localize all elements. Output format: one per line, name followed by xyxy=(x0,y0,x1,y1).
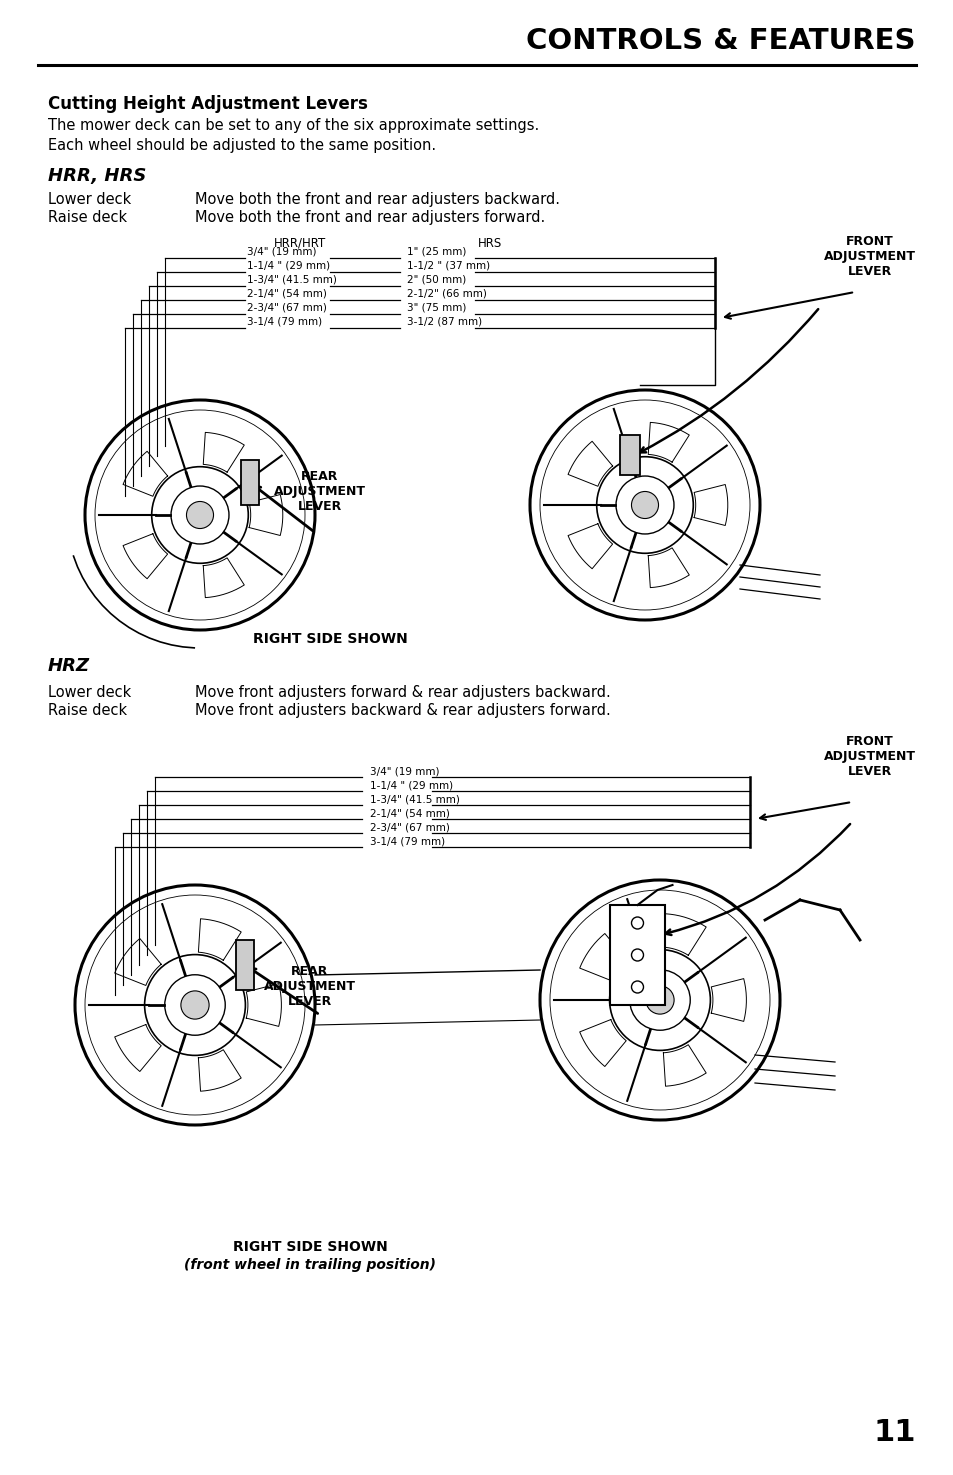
Text: 3/4" (19 mm): 3/4" (19 mm) xyxy=(247,246,316,257)
Text: The mower deck can be set to any of the six approximate settings.: The mower deck can be set to any of the … xyxy=(48,118,538,133)
Text: 1" (25 mm): 1" (25 mm) xyxy=(407,246,466,257)
Circle shape xyxy=(645,985,674,1015)
Text: 2" (50 mm): 2" (50 mm) xyxy=(407,274,466,285)
Bar xyxy=(609,906,664,1004)
Text: Lower deck: Lower deck xyxy=(48,192,132,206)
Text: 2-1/4" (54 mm): 2-1/4" (54 mm) xyxy=(247,289,327,299)
Text: HRR, HRS: HRR, HRS xyxy=(48,167,146,184)
Bar xyxy=(235,940,253,990)
Text: FRONT
ADJUSTMENT
LEVER: FRONT ADJUSTMENT LEVER xyxy=(823,735,915,777)
Text: Move both the front and rear adjusters backward.: Move both the front and rear adjusters b… xyxy=(194,192,559,206)
Bar xyxy=(619,435,639,475)
Text: REAR
ADJUSTMENT
LEVER: REAR ADJUSTMENT LEVER xyxy=(264,965,355,1007)
Circle shape xyxy=(186,502,213,528)
Text: 3" (75 mm): 3" (75 mm) xyxy=(407,302,466,313)
Text: Move front adjusters backward & rear adjusters forward.: Move front adjusters backward & rear adj… xyxy=(194,704,610,718)
Circle shape xyxy=(181,991,209,1019)
Text: REAR
ADJUSTMENT
LEVER: REAR ADJUSTMENT LEVER xyxy=(274,471,366,513)
Text: HRS: HRS xyxy=(477,237,501,249)
Text: (front wheel in trailing position): (front wheel in trailing position) xyxy=(184,1258,436,1271)
Text: 2-3/4" (67 mm): 2-3/4" (67 mm) xyxy=(370,822,450,832)
Text: Cutting Height Adjustment Levers: Cutting Height Adjustment Levers xyxy=(48,94,368,114)
Text: RIGHT SIDE SHOWN: RIGHT SIDE SHOWN xyxy=(253,631,407,646)
Text: FRONT
ADJUSTMENT
LEVER: FRONT ADJUSTMENT LEVER xyxy=(823,235,915,277)
Text: HRZ: HRZ xyxy=(48,656,90,676)
Text: 2-1/2" (66 mm): 2-1/2" (66 mm) xyxy=(407,289,486,299)
Text: 3-1/2 (87 mm): 3-1/2 (87 mm) xyxy=(407,317,481,327)
Text: 1-1/4 " (29 mm): 1-1/4 " (29 mm) xyxy=(370,780,453,791)
Bar xyxy=(241,460,258,504)
Text: Lower deck: Lower deck xyxy=(48,684,132,701)
Circle shape xyxy=(631,917,643,929)
Text: Raise deck: Raise deck xyxy=(48,209,127,226)
Text: 2-3/4" (67 mm): 2-3/4" (67 mm) xyxy=(247,302,327,313)
Text: 1-3/4" (41.5 mm): 1-3/4" (41.5 mm) xyxy=(370,794,459,804)
Text: 1-3/4" (41.5 mm): 1-3/4" (41.5 mm) xyxy=(247,274,336,285)
Text: Move front adjusters forward & rear adjusters backward.: Move front adjusters forward & rear adju… xyxy=(194,684,610,701)
Text: CONTROLS & FEATURES: CONTROLS & FEATURES xyxy=(526,27,915,55)
Text: Each wheel should be adjusted to the same position.: Each wheel should be adjusted to the sam… xyxy=(48,139,436,153)
Text: 3-1/4 (79 mm): 3-1/4 (79 mm) xyxy=(370,836,445,847)
Text: RIGHT SIDE SHOWN: RIGHT SIDE SHOWN xyxy=(233,1240,387,1254)
Circle shape xyxy=(631,491,658,519)
Text: 2-1/4" (54 mm): 2-1/4" (54 mm) xyxy=(370,808,450,819)
Circle shape xyxy=(631,948,643,962)
Text: 3-1/4 (79 mm): 3-1/4 (79 mm) xyxy=(247,317,322,327)
Text: Move both the front and rear adjusters forward.: Move both the front and rear adjusters f… xyxy=(194,209,545,226)
Text: 11: 11 xyxy=(873,1417,915,1447)
Text: HRR/HRT: HRR/HRT xyxy=(274,237,326,249)
Text: Raise deck: Raise deck xyxy=(48,704,127,718)
Text: 1-1/2 " (37 mm): 1-1/2 " (37 mm) xyxy=(407,261,490,271)
Circle shape xyxy=(631,981,643,993)
Text: 3/4" (19 mm): 3/4" (19 mm) xyxy=(370,766,439,776)
Text: 1-1/4 " (29 mm): 1-1/4 " (29 mm) xyxy=(247,261,330,271)
